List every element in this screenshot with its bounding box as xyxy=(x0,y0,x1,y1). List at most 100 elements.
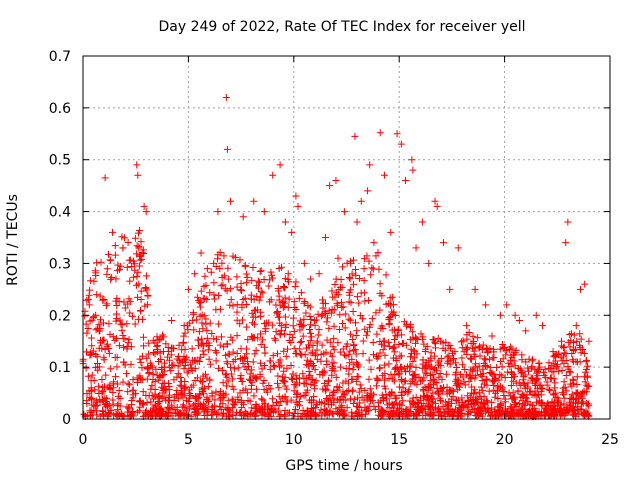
roti-point xyxy=(153,371,161,379)
roti-point xyxy=(196,391,204,399)
roti-point xyxy=(339,263,347,271)
roti-point xyxy=(315,326,323,334)
roti-point xyxy=(104,250,112,258)
roti-point xyxy=(551,405,559,413)
roti-point xyxy=(486,364,494,372)
roti-point xyxy=(280,347,288,355)
roti-point xyxy=(237,286,245,294)
roti-point xyxy=(520,380,528,388)
roti-point xyxy=(376,306,384,314)
roti-point xyxy=(306,371,314,379)
roti-point xyxy=(533,384,541,392)
roti-point xyxy=(134,293,142,301)
roti-point xyxy=(253,374,261,382)
roti-point xyxy=(305,326,313,334)
roti-point xyxy=(412,393,420,401)
roti-outlier-point xyxy=(332,176,340,184)
roti-point xyxy=(114,406,122,414)
roti-point xyxy=(198,385,206,393)
roti-point xyxy=(243,270,251,278)
roti-point xyxy=(423,363,431,371)
roti-point xyxy=(165,386,173,394)
roti-point xyxy=(273,309,281,317)
roti-point xyxy=(335,396,343,404)
roti-point xyxy=(181,391,189,399)
roti-point xyxy=(361,297,369,305)
roti-point xyxy=(482,344,490,352)
roti-outlier-point xyxy=(511,311,519,319)
roti-point xyxy=(93,359,101,367)
roti-point xyxy=(164,343,172,351)
roti-point xyxy=(103,270,111,278)
roti-point xyxy=(581,411,589,419)
roti-point xyxy=(119,331,127,339)
roti-point xyxy=(244,397,252,405)
roti-point xyxy=(113,301,121,309)
roti-point xyxy=(139,388,147,396)
roti-point xyxy=(320,367,328,375)
roti-point xyxy=(436,408,444,416)
roti-point xyxy=(100,354,108,362)
roti-point xyxy=(419,364,427,372)
roti-point xyxy=(448,349,456,357)
roti-point xyxy=(325,324,333,332)
roti-point xyxy=(406,362,414,370)
roti-outlier-point xyxy=(393,130,401,138)
roti-point xyxy=(323,382,331,390)
roti-point xyxy=(381,385,389,393)
roti-point xyxy=(243,278,251,286)
roti-point xyxy=(467,355,475,363)
roti-outlier-point xyxy=(564,218,572,226)
roti-point xyxy=(573,380,581,388)
roti-point xyxy=(561,383,569,391)
roti-point xyxy=(389,310,397,318)
roti-point xyxy=(545,385,553,393)
roti-outlier-point xyxy=(515,316,523,324)
roti-point xyxy=(281,330,289,338)
roti-point xyxy=(473,367,481,375)
roti-point xyxy=(375,403,383,411)
roti-point xyxy=(283,385,291,393)
roti-point xyxy=(274,308,282,316)
roti-point xyxy=(473,394,481,402)
roti-point xyxy=(485,387,493,395)
roti-point xyxy=(82,364,90,372)
roti-point xyxy=(216,305,224,313)
roti-point xyxy=(179,339,187,347)
roti-point xyxy=(253,306,261,314)
roti-point xyxy=(562,387,570,395)
roti-point xyxy=(419,335,427,343)
roti-point xyxy=(323,395,331,403)
roti-point xyxy=(182,354,190,362)
roti-point xyxy=(236,409,244,417)
roti-point xyxy=(297,289,305,297)
roti-point xyxy=(395,383,403,391)
roti-point xyxy=(223,382,231,390)
roti-point xyxy=(148,381,156,389)
roti-point xyxy=(319,299,327,307)
roti-point xyxy=(120,358,128,366)
roti-point xyxy=(524,379,532,387)
roti-point xyxy=(143,399,151,407)
roti-point xyxy=(391,370,399,378)
roti-point xyxy=(267,385,275,393)
roti-point xyxy=(261,343,269,351)
roti-point xyxy=(318,412,326,420)
roti-point xyxy=(469,332,477,340)
roti-point xyxy=(332,275,340,283)
roti-point xyxy=(572,389,580,397)
roti-point xyxy=(518,351,526,359)
roti-point xyxy=(539,368,547,376)
roti-point xyxy=(398,352,406,360)
roti-point xyxy=(108,273,116,281)
roti-point xyxy=(400,339,408,347)
roti-point xyxy=(537,391,545,399)
roti-point xyxy=(476,409,484,417)
roti-point xyxy=(86,351,94,359)
roti-point xyxy=(501,395,509,403)
roti-point xyxy=(110,378,118,386)
roti-point xyxy=(507,382,515,390)
roti-point xyxy=(431,338,439,346)
roti-point xyxy=(584,362,592,370)
roti-point xyxy=(428,394,436,402)
